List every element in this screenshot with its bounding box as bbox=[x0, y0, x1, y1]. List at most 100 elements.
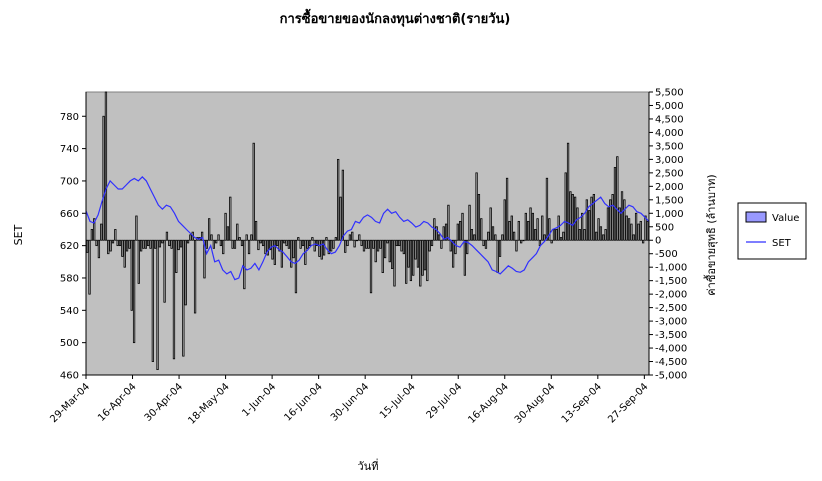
bar bbox=[212, 239, 215, 249]
bar bbox=[496, 239, 499, 273]
bar bbox=[395, 239, 398, 247]
bar bbox=[161, 239, 164, 244]
bar bbox=[534, 229, 537, 241]
bar bbox=[308, 239, 312, 247]
bar bbox=[114, 229, 117, 241]
right-tick-label: -1,000 bbox=[655, 263, 687, 274]
bar bbox=[290, 239, 293, 268]
bar bbox=[466, 239, 469, 255]
bar bbox=[130, 239, 133, 311]
bar bbox=[545, 177, 549, 241]
right-tick-label: -3,000 bbox=[655, 317, 687, 328]
bar bbox=[602, 234, 605, 241]
bar bbox=[245, 234, 248, 241]
right-tick-label: 0 bbox=[655, 236, 661, 247]
plot-area bbox=[85, 91, 650, 376]
bar bbox=[90, 229, 93, 241]
right-tick-label: 2,500 bbox=[655, 168, 684, 179]
legend-box bbox=[737, 202, 807, 260]
bar bbox=[477, 194, 481, 241]
bar bbox=[573, 196, 577, 241]
y-axis-title-left: SET bbox=[12, 224, 25, 245]
bar bbox=[487, 231, 490, 241]
bar bbox=[527, 220, 530, 241]
bar bbox=[642, 239, 645, 244]
bar bbox=[571, 194, 574, 241]
bar bbox=[229, 196, 232, 241]
legend: Value SET bbox=[737, 202, 807, 260]
bar bbox=[123, 239, 126, 268]
bar bbox=[463, 239, 466, 276]
bar bbox=[100, 223, 103, 241]
bar bbox=[210, 234, 213, 241]
right-tick-label: 3,500 bbox=[655, 141, 684, 152]
bar bbox=[219, 239, 223, 247]
bar bbox=[226, 226, 230, 241]
x-tick-label: 30-Jun-04 bbox=[329, 381, 371, 423]
bar bbox=[139, 239, 143, 252]
bar bbox=[620, 191, 624, 241]
bar bbox=[243, 239, 246, 290]
bar bbox=[144, 239, 147, 249]
bar bbox=[482, 239, 485, 247]
bar bbox=[311, 237, 314, 241]
right-tick-label: 1,500 bbox=[655, 195, 684, 206]
bar bbox=[444, 223, 448, 241]
bar bbox=[88, 239, 91, 295]
bar bbox=[529, 207, 532, 241]
bar bbox=[374, 239, 377, 263]
bar bbox=[489, 207, 492, 241]
bar bbox=[557, 215, 560, 241]
bar bbox=[611, 194, 614, 241]
bar bbox=[501, 234, 504, 241]
left-tick-label: 700 bbox=[60, 176, 79, 187]
right-axis: -5,000 -4,500 -4,000 -3,500 -3,000 -2,500 -2,0… bbox=[648, 88, 687, 382]
bar bbox=[283, 239, 286, 244]
bar bbox=[524, 212, 527, 241]
right-tick-label: 5,500 bbox=[655, 88, 684, 99]
bar bbox=[184, 239, 187, 306]
bar bbox=[200, 231, 204, 241]
bar bbox=[505, 177, 509, 241]
bar bbox=[280, 239, 284, 268]
left-tick-label: 780 bbox=[60, 112, 79, 123]
bar bbox=[604, 229, 607, 241]
bar bbox=[158, 239, 162, 248]
bar bbox=[559, 237, 563, 241]
bar bbox=[320, 239, 323, 260]
bar bbox=[437, 234, 441, 241]
bar bbox=[379, 239, 382, 249]
bar bbox=[627, 218, 631, 241]
bar bbox=[95, 239, 98, 247]
bar bbox=[175, 239, 178, 273]
bar bbox=[625, 215, 628, 241]
bar bbox=[599, 226, 603, 241]
x-tick-label: 16-Apr-04 bbox=[96, 381, 139, 424]
bar bbox=[257, 239, 260, 251]
bar bbox=[365, 239, 368, 249]
x-tick-label: 1-Jun-04 bbox=[240, 381, 278, 419]
bar bbox=[109, 239, 112, 252]
chart-title: การซื้อขายของนักลงทุนต่างชาติ(รายวัน) bbox=[280, 8, 511, 27]
bar bbox=[550, 239, 553, 244]
bar bbox=[407, 239, 410, 268]
bar bbox=[222, 239, 225, 255]
bar bbox=[151, 239, 154, 362]
bar bbox=[327, 239, 330, 255]
bar bbox=[165, 231, 169, 241]
bar bbox=[193, 239, 197, 314]
bar bbox=[461, 212, 464, 241]
bar bbox=[339, 196, 342, 241]
bar bbox=[616, 156, 619, 241]
bar bbox=[634, 212, 638, 241]
bar bbox=[142, 239, 145, 249]
bar bbox=[473, 234, 476, 241]
x-tick-label: 16-Jun-04 bbox=[282, 381, 324, 423]
bar bbox=[480, 218, 483, 241]
bar bbox=[644, 215, 647, 241]
bar bbox=[405, 239, 408, 284]
x-tick-label: 18-May-04 bbox=[186, 381, 231, 426]
bar bbox=[623, 199, 626, 241]
bar bbox=[259, 239, 262, 244]
bar bbox=[107, 239, 110, 255]
